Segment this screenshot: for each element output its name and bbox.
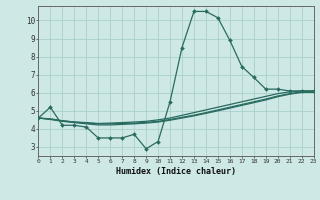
X-axis label: Humidex (Indice chaleur): Humidex (Indice chaleur) (116, 167, 236, 176)
